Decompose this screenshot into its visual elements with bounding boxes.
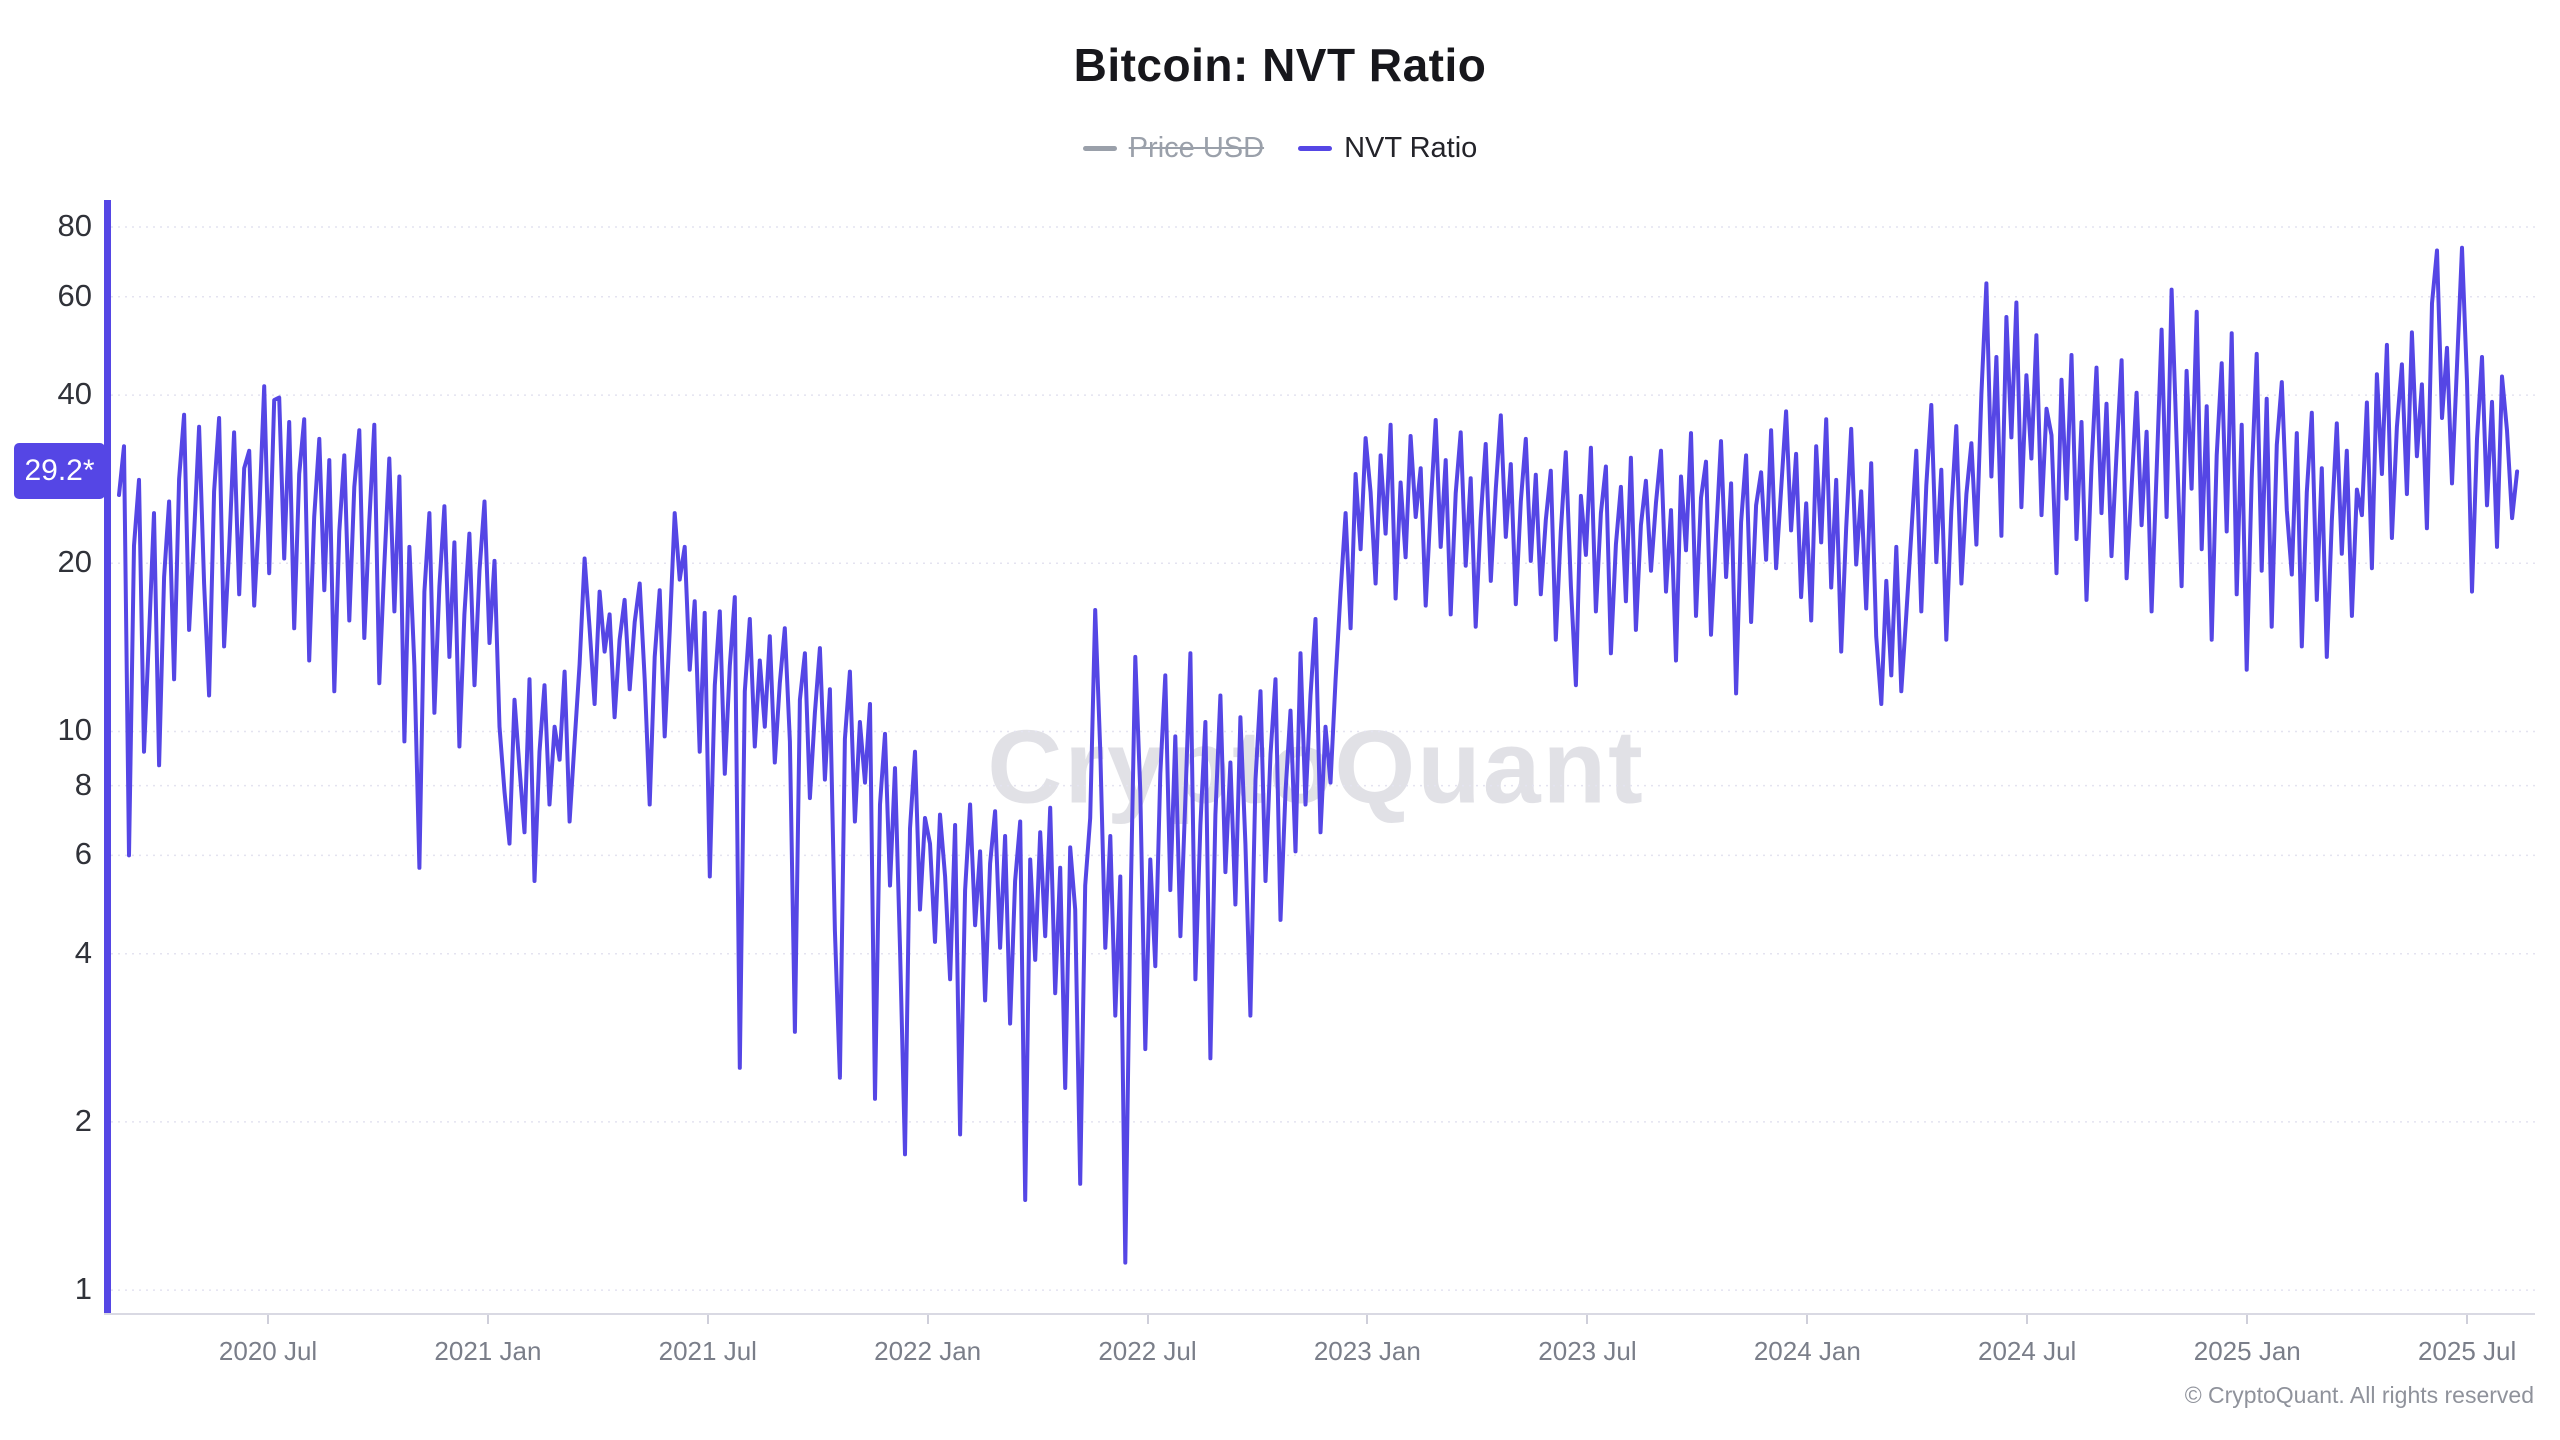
copyright-text: © CryptoQuant. All rights reserved (2184, 1382, 2534, 1408)
y-tick-label-8: 8 (74, 766, 92, 802)
y-tick-label-6: 6 (74, 836, 92, 872)
x-tick-label-2024-jul: 2024 Jul (1978, 1336, 2077, 1366)
x-tick-mark-2020-jul (267, 1315, 270, 1324)
y-tick-label-10: 10 (57, 712, 92, 748)
current-value-badge: 29.2* (14, 443, 105, 500)
legend-item-price-usd[interactable]: Price USD (1082, 131, 1265, 165)
x-tick-mark-2021-jan (486, 1315, 489, 1324)
x-tick-mark-2021-jul (706, 1315, 709, 1324)
y-tick-label-2: 2 (74, 1102, 92, 1138)
y-tick-label-80: 80 (57, 207, 92, 243)
x-tick-label-2022-jan: 2022 Jan (874, 1336, 982, 1366)
nvt-ratio-series-line (117, 245, 2520, 1265)
y-tick-label-1: 1 (74, 1271, 92, 1307)
y-tick-label-4: 4 (74, 934, 92, 970)
x-tick-label-2025-jul: 2025 Jul (2417, 1336, 2517, 1366)
nvt-ratio-line-plot[interactable] (111, 200, 2535, 1313)
x-tick-label-2025-jan: 2025 Jan (2193, 1336, 2301, 1366)
x-tick-label-2023-jul: 2023 Jul (1538, 1336, 1637, 1366)
x-tick-mark-2024-jan (1806, 1315, 1809, 1324)
x-tick-mark-2023-jul (1586, 1315, 1589, 1324)
x-tick-label-2020-jul: 2020 Jul (218, 1336, 318, 1366)
x-axis-baseline (104, 1313, 2535, 1315)
x-tick-label-2023-jan: 2023 Jan (1313, 1336, 1421, 1366)
x-tick-mark-2022-jul (1146, 1315, 1149, 1324)
x-tick-label-2021-jan: 2021 Jan (434, 1336, 542, 1366)
legend-label-price-usd: Price USD (1128, 131, 1265, 164)
legend-line-swatch-price-usd-icon (1082, 145, 1117, 151)
legend: Price USD NVT Ratio (0, 126, 2560, 170)
y-axis-line (104, 200, 111, 1313)
x-tick-mark-2023-jan (1366, 1315, 1369, 1324)
legend-item-nvt-ratio[interactable]: NVT Ratio (1298, 132, 1477, 165)
x-tick-label-2021-jul: 2021 Jul (658, 1336, 757, 1366)
page-title: Bitcoin: NVT Ratio (1073, 39, 1487, 91)
x-tick-label-2024-jan: 2024 Jan (1753, 1336, 1861, 1366)
x-tick-mark-2025-jul (2466, 1315, 2469, 1324)
y-tick-label-20: 20 (57, 544, 92, 580)
x-tick-label-2022-jul: 2022 Jul (1098, 1336, 1197, 1366)
x-tick-mark-2024-jul (2026, 1315, 2029, 1324)
y-tick-label-40: 40 (57, 376, 92, 412)
legend-line-swatch-nvt-ratio-icon (1298, 145, 1333, 151)
x-tick-mark-2022-jan (926, 1315, 929, 1324)
watermark: CryptoQuant (987, 709, 1645, 826)
legend-label-nvt-ratio: NVT Ratio (1344, 131, 1478, 164)
x-tick-mark-2025-jan (2246, 1315, 2249, 1324)
y-tick-label-60: 60 (57, 277, 92, 313)
